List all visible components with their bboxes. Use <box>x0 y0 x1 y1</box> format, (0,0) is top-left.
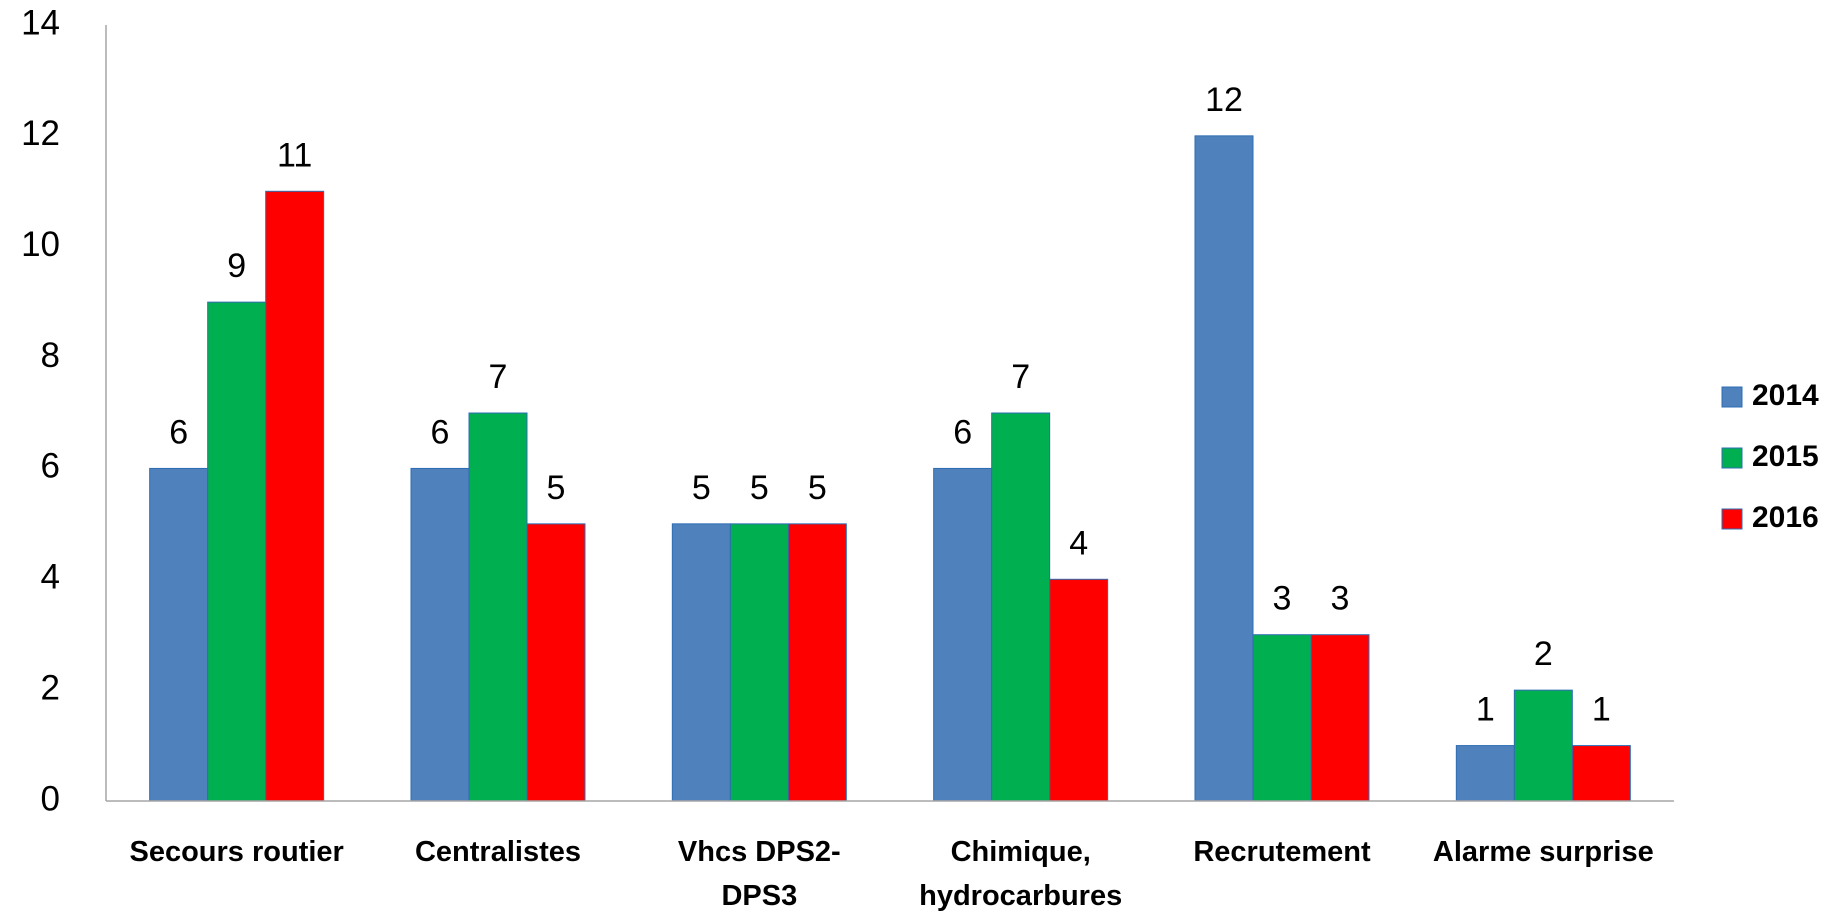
data-label: 3 <box>1331 580 1350 618</box>
data-label: 7 <box>1011 358 1030 396</box>
data-label: 5 <box>750 469 769 507</box>
bar <box>1513 689 1573 802</box>
bar <box>410 467 470 802</box>
x-tick-label: Recrutement <box>1193 836 1371 868</box>
y-tick-label: 8 <box>41 336 60 375</box>
legend-swatch <box>1721 386 1743 408</box>
y-tick-label: 6 <box>41 447 60 486</box>
bar <box>1571 745 1631 802</box>
bar <box>1049 578 1109 802</box>
y-tick-label: 2 <box>41 668 60 707</box>
bar <box>787 523 847 802</box>
x-tick-label: Centralistes <box>414 836 581 868</box>
y-tick-label: 4 <box>41 558 60 597</box>
legend-swatch <box>1721 447 1743 469</box>
data-label: 1 <box>1476 691 1495 729</box>
bar <box>526 523 586 802</box>
legend-label: 2015 <box>1752 440 1819 473</box>
bar <box>149 467 209 802</box>
data-label: 2 <box>1534 635 1553 673</box>
bar <box>1455 745 1515 802</box>
data-label: 9 <box>227 247 246 285</box>
bar <box>671 523 731 802</box>
x-tick-label: Chimique, hydrocarbures <box>919 836 1123 912</box>
x-tick-label: Alarme surprise <box>1432 836 1654 868</box>
data-label: 5 <box>547 469 566 507</box>
x-tick-label: Secours routier <box>129 836 344 868</box>
bar <box>1194 135 1254 802</box>
data-label: 6 <box>953 413 972 451</box>
bar <box>1252 634 1312 802</box>
y-tick-label: 0 <box>41 779 60 818</box>
data-label: 3 <box>1273 580 1292 618</box>
data-label: 12 <box>1205 81 1243 119</box>
data-label: 4 <box>1069 524 1088 562</box>
bar <box>207 301 267 802</box>
bar <box>933 467 993 802</box>
data-label: 7 <box>489 358 508 396</box>
legend-label: 2016 <box>1752 501 1819 534</box>
bar <box>729 523 789 802</box>
bar <box>468 412 528 802</box>
y-tick-label: 14 <box>21 3 60 42</box>
data-label: 5 <box>692 469 711 507</box>
bar <box>265 190 325 802</box>
data-label: 6 <box>169 413 188 451</box>
data-label: 11 <box>277 136 312 174</box>
bar <box>991 412 1051 802</box>
data-label: 1 <box>1592 691 1611 729</box>
legend-swatch <box>1721 508 1743 530</box>
data-label: 5 <box>808 469 827 507</box>
bar <box>1310 634 1370 802</box>
legend-label: 2014 <box>1752 379 1819 412</box>
x-tick-label: Vhcs DPS2-DPS3 <box>677 836 841 912</box>
y-tick-label: 12 <box>21 114 60 153</box>
y-tick-label: 10 <box>21 225 60 264</box>
data-label: 6 <box>431 413 450 451</box>
